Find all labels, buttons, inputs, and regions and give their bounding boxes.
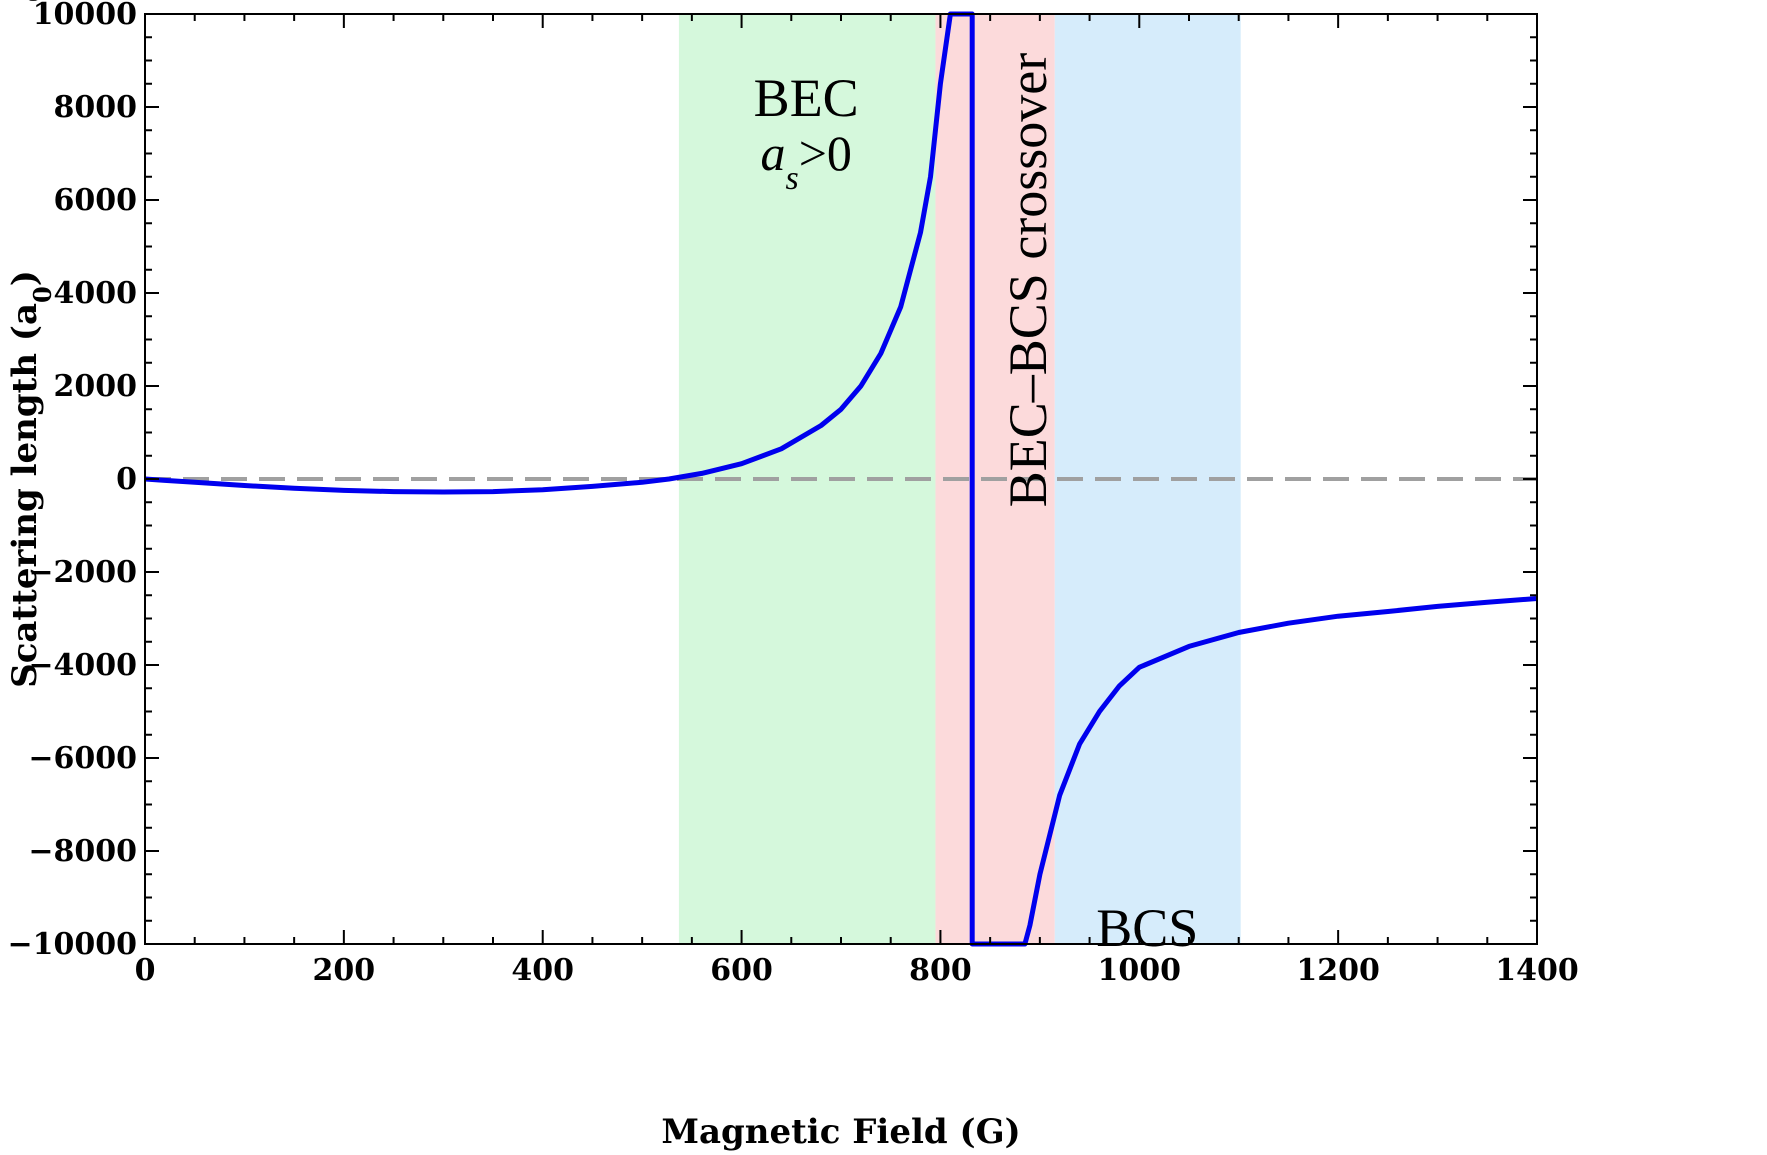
y-axis-title: Scattering length (a0) — [5, 270, 57, 688]
y-tick-label: 10000 — [33, 0, 137, 32]
bcs-condition-label: as<0 — [0, 0, 46, 27]
x-tick-label: 800 — [909, 953, 972, 988]
crossover-region-label: BEC–BCS crossover — [998, 53, 1058, 508]
y-axis-title-main: Scattering length (a — [5, 303, 45, 688]
y-tick-label: 4000 — [54, 276, 138, 311]
x-tick-label: 0 — [135, 953, 156, 988]
y-axis-title-close: ) — [5, 270, 45, 286]
x-tick-label: 1400 — [1495, 953, 1579, 988]
bec-relation: >0 — [799, 125, 852, 181]
bcs-relation: <0 — [0, 0, 46, 11]
y-tick-label: 8000 — [54, 90, 138, 125]
bec-condition-label: as>0 — [760, 125, 851, 197]
ticks-layer — [144, 13, 1538, 945]
y-tick-label: 0 — [116, 462, 137, 497]
x-tick-label: 200 — [313, 953, 376, 988]
x-tick-label: 1200 — [1296, 953, 1380, 988]
y-axis-title-subscript: 0 — [28, 286, 57, 303]
y-tick-label: −10000 — [7, 927, 137, 962]
x-tick-label: 600 — [710, 953, 773, 988]
y-tick-label: −8000 — [28, 834, 137, 869]
tick-labels-layer: 0 200 400 600 800 1000 1200 1400 −10000 −8000 −600… — [7, 0, 1578, 988]
y-tick-label: −4000 — [28, 648, 137, 683]
y-tick-label: −6000 — [28, 741, 137, 776]
bcs-region-label: BCS — [1096, 898, 1198, 958]
x-tick-label: 400 — [511, 953, 574, 988]
y-tick-label: 2000 — [54, 369, 138, 404]
y-tick-label: −2000 — [28, 555, 137, 590]
x-axis-title: Magnetic Field (G) — [661, 1112, 1020, 1152]
bec-region-label: BEC — [754, 68, 859, 128]
bec-symbol-index: s — [785, 160, 798, 197]
bec-symbol: a — [760, 125, 785, 181]
y-tick-label: 6000 — [54, 183, 138, 218]
x-tick-label: 1000 — [1098, 953, 1182, 988]
